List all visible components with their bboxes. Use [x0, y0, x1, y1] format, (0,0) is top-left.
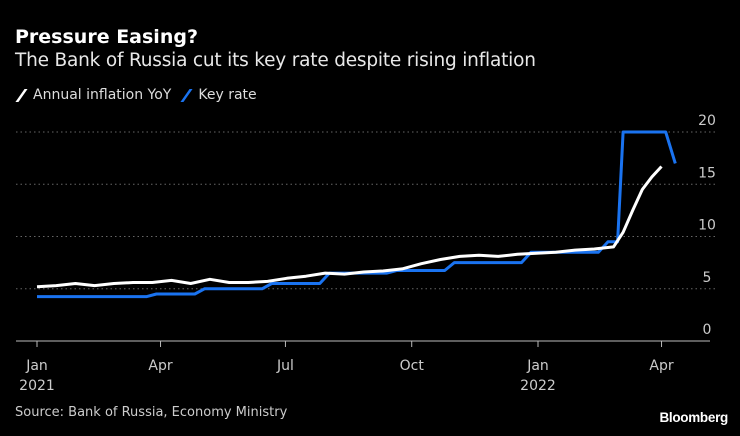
- x-tick-label: Jan: [25, 358, 48, 374]
- bloomberg-logo: Bloomberg: [659, 410, 728, 425]
- x-tick-label: Apr: [649, 358, 673, 374]
- x-tick-label: Jul: [276, 358, 294, 374]
- chart-subtitle: The Bank of Russia cut its key rate desp…: [15, 50, 536, 71]
- x-tick-label: Oct: [400, 358, 425, 374]
- y-tick-label: 15: [698, 165, 716, 181]
- y-tick-label: 5: [703, 270, 712, 286]
- legend-label-inflation: Annual inflation YoY: [33, 87, 172, 103]
- y-tick-label: 0: [703, 322, 712, 338]
- y-tick-label: 20: [698, 113, 716, 129]
- series-line-annual-inflation-yoy: [36, 165, 663, 289]
- x-tick-sublabel: 2021: [19, 378, 55, 394]
- legend-label-key-rate: Key rate: [198, 87, 257, 103]
- chart-title: Pressure Easing?: [15, 26, 198, 48]
- legend: Annual inflation YoY Key rate: [15, 87, 257, 103]
- x-tick-label: Jan: [526, 358, 549, 374]
- y-tick-label: 10: [698, 218, 716, 234]
- source-note: Source: Bank of Russia, Economy Ministry: [15, 405, 288, 420]
- x-tick-sublabel: 2022: [520, 378, 556, 394]
- x-tick-label: Apr: [148, 358, 172, 374]
